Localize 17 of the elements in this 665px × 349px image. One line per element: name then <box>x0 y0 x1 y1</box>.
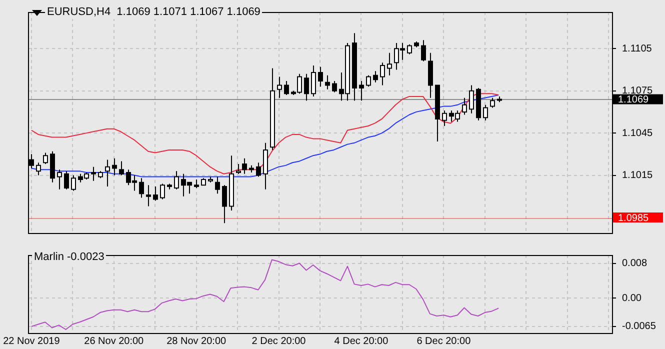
y-tick-label: 1.1045 <box>622 128 654 139</box>
chart-title: Marlin -0.0023 <box>32 251 106 264</box>
x-tick-label: 4 Dec 20:00 <box>334 336 389 347</box>
x-tick-label: 28 Nov 20:00 <box>166 336 227 347</box>
y-tick-label: 0.008 <box>622 258 648 270</box>
ref-line-label: 1.0985 <box>618 212 650 224</box>
x-tick-label: 2 Dec 20:00 <box>252 336 306 347</box>
x-tick-label: 26 Nov 20:00 <box>84 336 144 347</box>
y-tick-label: 0.00 <box>622 292 642 304</box>
chart-title: EURUSD,H4 1.1069 1.1071 1.1067 1.1069 <box>45 6 262 19</box>
y-tick-label: 1.1075 <box>622 86 654 97</box>
x-tick-label: 22 Nov 2019 <box>3 336 60 347</box>
ref-line-label: 1.1069 <box>618 94 650 106</box>
x-tick-label: 6 Dec 20:00 <box>416 336 472 347</box>
y-tick-label: -0.0065 <box>622 321 656 332</box>
y-tick-label: 1.1105 <box>622 43 652 54</box>
y-tick-label: 1.1015 <box>622 170 654 182</box>
